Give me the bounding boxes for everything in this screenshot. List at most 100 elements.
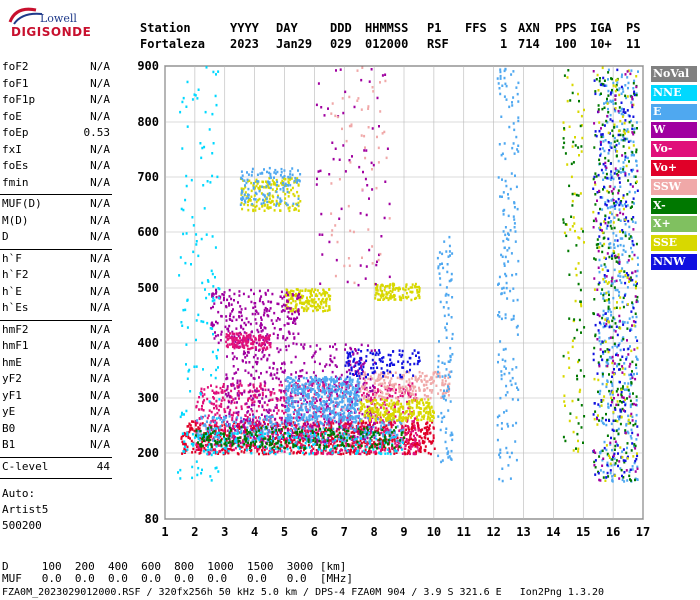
data-point xyxy=(268,182,271,186)
data-point xyxy=(313,290,315,294)
data-point xyxy=(247,295,250,298)
data-point xyxy=(214,452,217,455)
data-point xyxy=(403,451,406,454)
data-point xyxy=(261,397,264,400)
data-point xyxy=(384,398,387,402)
data-point xyxy=(397,396,400,399)
data-point xyxy=(258,299,261,303)
data-point xyxy=(274,406,277,409)
data-point xyxy=(300,392,303,395)
data-point xyxy=(385,428,388,432)
data-point xyxy=(227,451,230,455)
data-point xyxy=(242,327,245,331)
data-point xyxy=(306,436,309,440)
data-point xyxy=(310,439,313,442)
data-point xyxy=(323,440,326,443)
data-point xyxy=(257,405,260,408)
data-point xyxy=(256,360,259,364)
data-point xyxy=(237,413,240,417)
data-point xyxy=(381,289,383,293)
data-point xyxy=(368,431,370,435)
data-point xyxy=(212,293,215,296)
data-point xyxy=(431,419,434,422)
data-point xyxy=(393,435,396,439)
data-point xyxy=(389,293,392,296)
data-point xyxy=(362,363,365,366)
data-point xyxy=(337,403,340,406)
data-point xyxy=(337,422,340,425)
data-point xyxy=(390,383,393,387)
data-point xyxy=(327,428,330,431)
data-point xyxy=(302,451,305,455)
data-point xyxy=(289,183,292,187)
data-point xyxy=(285,421,288,424)
data-point xyxy=(249,424,252,427)
data-point xyxy=(218,440,221,444)
data-point xyxy=(417,351,420,354)
data-point xyxy=(367,416,370,420)
data-point xyxy=(243,321,246,325)
data-point xyxy=(297,427,300,431)
data-point xyxy=(393,431,396,435)
data-point xyxy=(432,373,435,376)
data-point xyxy=(370,349,373,352)
data-point xyxy=(384,441,387,444)
data-point xyxy=(323,385,326,389)
data-point xyxy=(338,394,341,398)
data-point xyxy=(305,416,308,419)
data-point xyxy=(272,388,275,391)
data-point xyxy=(230,428,232,432)
data-point xyxy=(392,417,395,420)
data-point xyxy=(269,390,272,394)
data-point xyxy=(230,396,233,399)
data-point xyxy=(225,373,228,376)
data-point xyxy=(330,394,333,397)
data-point xyxy=(257,423,260,427)
data-point xyxy=(383,425,386,428)
data-point xyxy=(253,377,256,380)
data-point xyxy=(422,417,425,420)
data-point xyxy=(324,389,327,393)
data-point xyxy=(297,204,300,208)
data-point xyxy=(306,395,309,399)
data-point xyxy=(215,423,218,426)
data-point xyxy=(237,394,240,397)
data-point xyxy=(333,381,336,384)
data-point xyxy=(383,449,386,452)
data-point xyxy=(213,451,216,454)
data-point xyxy=(408,405,411,409)
data-point xyxy=(402,411,405,414)
data-point xyxy=(271,441,273,444)
data-point xyxy=(286,307,288,310)
data-point xyxy=(188,422,191,425)
data-point xyxy=(299,295,302,299)
data-point xyxy=(372,433,375,436)
data-point xyxy=(290,449,293,452)
data-point xyxy=(296,390,299,393)
data-point xyxy=(303,413,306,416)
data-point xyxy=(398,445,401,448)
data-point xyxy=(391,363,394,366)
data-point xyxy=(251,438,254,441)
data-point xyxy=(245,341,248,344)
data-point xyxy=(255,310,258,314)
data-point xyxy=(254,186,256,189)
data-point xyxy=(360,364,363,367)
data-point xyxy=(258,197,261,201)
data-point xyxy=(303,399,306,402)
data-point xyxy=(327,433,330,437)
data-point xyxy=(300,306,303,309)
data-point xyxy=(200,442,203,446)
data-point xyxy=(304,407,307,410)
data-point xyxy=(280,418,283,422)
data-point xyxy=(426,380,429,383)
data-point xyxy=(413,434,415,438)
data-point xyxy=(353,395,356,398)
data-point xyxy=(389,383,392,386)
data-point xyxy=(364,440,367,443)
data-point xyxy=(353,438,356,441)
data-point xyxy=(375,399,378,402)
data-point xyxy=(418,400,421,404)
data-point xyxy=(282,309,285,312)
data-point xyxy=(272,435,274,438)
